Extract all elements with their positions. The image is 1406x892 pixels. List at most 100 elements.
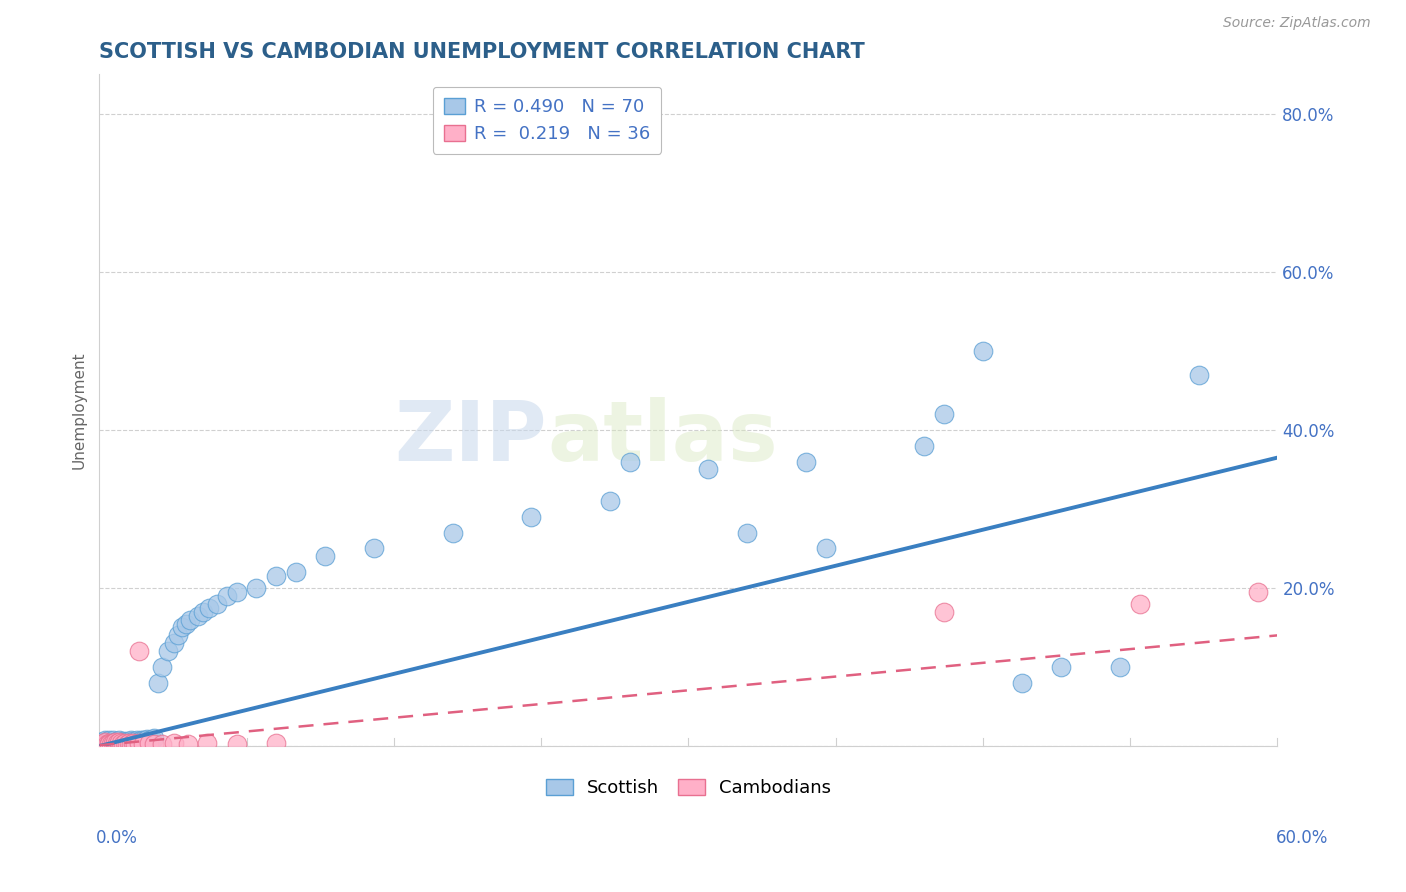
Point [520,509,543,524]
Point [193,605,215,619]
Point [120,733,142,747]
Point [104,735,127,749]
Point [179,613,201,627]
Point [104,737,127,751]
Point [441,525,464,540]
Point [124,735,146,749]
Point [115,734,138,748]
Point [135,731,157,746]
Point [150,737,173,751]
Point [115,737,138,751]
Point [141,731,163,746]
Point [100,735,122,749]
Point [1109,660,1132,674]
Point [150,660,173,674]
Point [794,454,817,468]
Point [1188,368,1211,382]
Point [101,736,124,750]
Y-axis label: Unemployment: Unemployment [72,351,86,469]
Point [128,734,150,748]
Point [245,581,267,595]
Point [198,600,221,615]
Point [98,738,121,752]
Point [94,736,117,750]
Point [110,736,132,750]
Point [207,597,229,611]
Point [108,735,131,749]
Text: ZIP: ZIP [395,397,547,477]
Point [215,589,238,603]
Point [121,734,143,748]
Point [148,675,170,690]
Point [125,733,148,747]
Point [96,737,118,751]
Point [314,549,336,564]
Point [90,735,112,749]
Point [105,734,128,748]
Point [124,737,146,751]
Point [101,736,124,750]
Point [131,733,153,747]
Point [814,541,837,556]
Text: atlas: atlas [547,397,778,477]
Point [177,737,200,751]
Point [128,644,150,658]
Point [98,736,121,750]
Point [131,737,153,751]
Point [94,735,117,749]
Point [157,644,180,658]
Point [94,733,117,747]
Point [98,732,121,747]
Point [284,565,307,579]
Point [118,735,141,749]
Point [111,736,134,750]
Point [264,569,287,583]
Point [105,736,128,750]
Point [143,731,166,745]
Point [197,736,219,750]
Point [128,736,150,750]
Point [972,343,994,358]
Point [225,585,247,599]
Point [94,737,117,751]
Point [108,736,131,750]
Point [138,733,160,747]
Text: Source: ZipAtlas.com: Source: ZipAtlas.com [1223,16,1371,29]
Point [104,737,127,751]
Text: SCOTTISH VS CAMBODIAN UNEMPLOYMENT CORRELATION CHART: SCOTTISH VS CAMBODIAN UNEMPLOYMENT CORRE… [100,42,865,62]
Point [104,735,127,749]
Point [111,734,134,748]
Point [129,732,152,747]
Point [1050,660,1073,674]
Point [108,737,131,751]
Point [96,737,118,751]
Point [114,735,136,749]
Point [114,736,136,750]
Text: 60.0%: 60.0% [1277,829,1329,847]
Point [163,636,186,650]
Point [143,737,166,751]
Point [599,494,621,508]
Point [90,737,112,751]
Point [110,735,132,749]
Point [225,737,247,751]
Point [111,737,134,751]
Point [118,736,141,750]
Point [187,608,209,623]
Point [93,738,115,752]
Point [1011,675,1033,690]
Point [93,737,115,751]
Point [174,616,197,631]
Point [363,541,385,556]
Point [120,737,142,751]
Point [167,628,190,642]
Point [100,737,122,751]
Point [932,407,955,421]
Point [737,525,759,540]
Legend: Scottish, Cambodians: Scottish, Cambodians [538,772,838,804]
Point [100,737,122,751]
Point [139,732,162,747]
Point [697,462,720,476]
Point [108,733,131,747]
Point [619,454,641,468]
